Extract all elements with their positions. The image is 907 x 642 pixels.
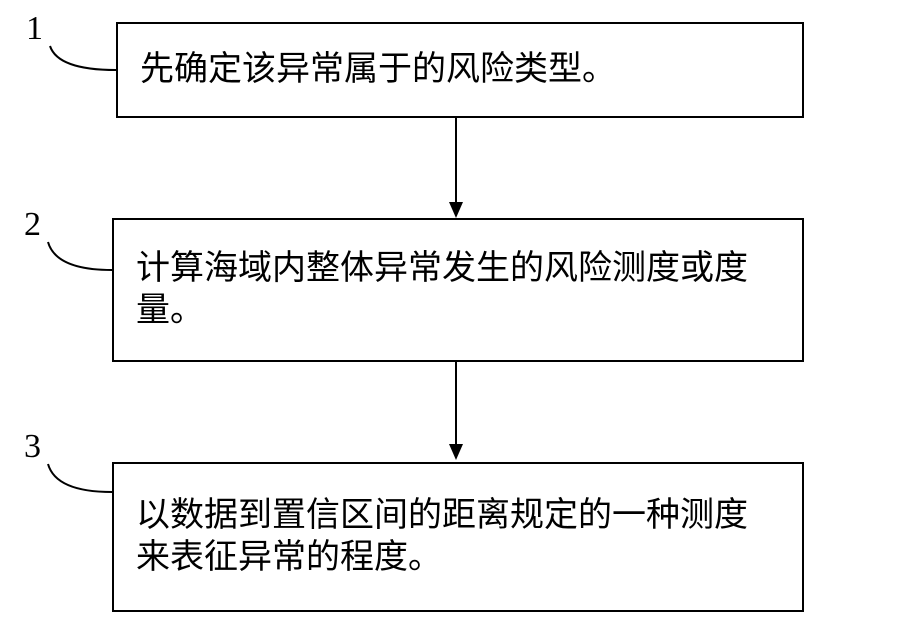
arrow-1-to-2 bbox=[442, 118, 470, 220]
step-pointer-2 bbox=[44, 238, 116, 274]
step-pointer-3 bbox=[44, 460, 116, 496]
step-pointer-1 bbox=[46, 42, 120, 74]
step-text-2: 计算海域内整体异常发生的风险测度或度量。 bbox=[136, 248, 780, 333]
step-text-3: 以数据到置信区间的距离规定的一种测度来表征异常的程度。 bbox=[136, 495, 780, 580]
step-label-2: 2 bbox=[24, 206, 41, 244]
arrow-2-to-3 bbox=[442, 362, 470, 462]
step-box-2: 计算海域内整体异常发生的风险测度或度量。 bbox=[112, 218, 804, 362]
step-box-1: 先确定该异常属于的风险类型。 bbox=[116, 22, 804, 118]
step-label-1: 1 bbox=[26, 10, 43, 48]
step-label-3: 3 bbox=[24, 428, 41, 466]
step-box-3: 以数据到置信区间的距离规定的一种测度来表征异常的程度。 bbox=[112, 462, 804, 612]
step-text-1: 先确定该异常属于的风险类型。 bbox=[140, 49, 616, 92]
flowchart-canvas: 1 先确定该异常属于的风险类型。 2 计算海域内整体异常发生的风险测度或度量。 3 以数据… bbox=[0, 0, 907, 642]
